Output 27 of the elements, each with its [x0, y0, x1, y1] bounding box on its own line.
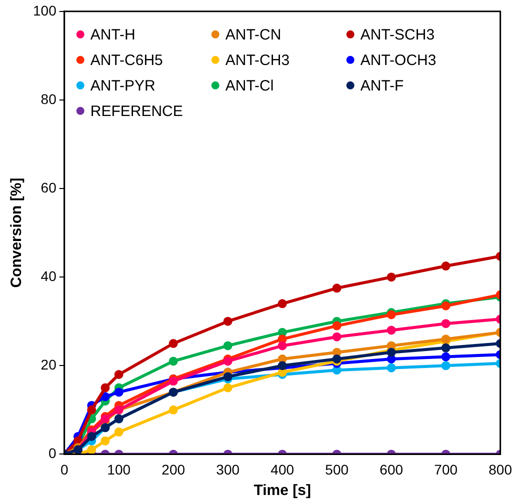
x-tick-label: 100 [107, 461, 131, 478]
legend-label: REFERENCE [90, 103, 183, 120]
legend-label: ANT-Cl [225, 78, 274, 95]
x-tick-label: 0 [60, 461, 68, 478]
x-tick-label: 800 [488, 461, 512, 478]
legend-label: ANT-CH3 [225, 52, 290, 70]
x-tick-label: 400 [270, 461, 294, 478]
x-tick-label: 200 [162, 461, 186, 478]
y-tick-label: 80 [40, 90, 57, 107]
legend-label: ANT-H [90, 26, 136, 44]
legend-label: ANT-PYR [90, 78, 156, 95]
legend-label: ANT-F [360, 78, 404, 95]
y-tick-label: 60 [40, 179, 57, 196]
x-tick-label: 600 [380, 461, 404, 478]
legend-label: ANT-C6H5 [90, 52, 163, 70]
y-tick-label: 0 [48, 445, 57, 462]
y-tick-label: 40 [40, 268, 57, 284]
legend-label: ANT-SCH3 [360, 26, 435, 44]
legend-label: ANT-OCH3 [360, 52, 436, 70]
x-axis-title: Time [s] [254, 482, 311, 500]
x-tick-label: 300 [216, 461, 240, 478]
y-tick-label: 100 [33, 2, 57, 18]
legend-label: ANT-CN [225, 26, 282, 44]
x-tick-label: 700 [434, 461, 458, 478]
y-tick-label: 20 [40, 356, 57, 372]
x-tick-label: 500 [325, 461, 349, 478]
y-axis-title: Conversion [%] [8, 178, 26, 288]
